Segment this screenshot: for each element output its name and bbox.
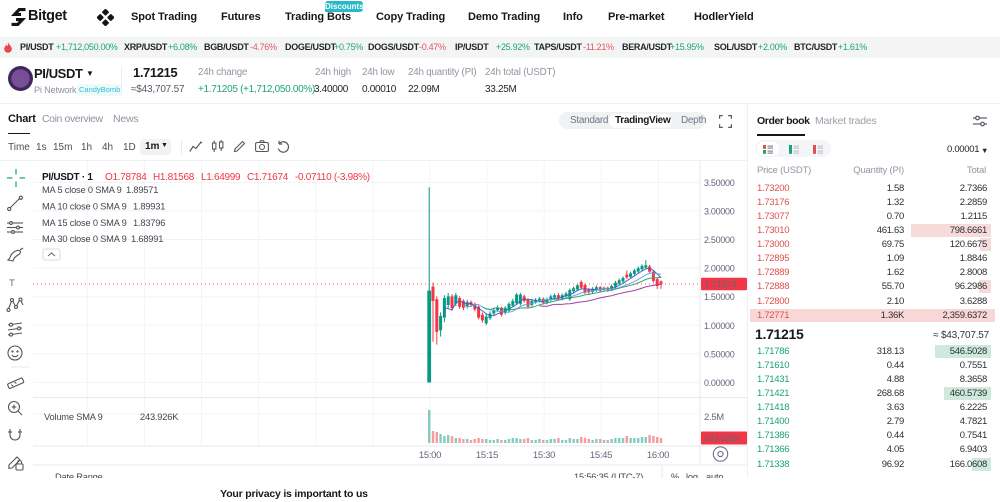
- svg-text:MA 10 close 0 SMA 9: MA 10 close 0 SMA 9: [42, 202, 127, 212]
- svg-text:15:00: 15:00: [419, 450, 441, 461]
- svg-text:%: %: [671, 472, 679, 478]
- svg-text:16:00: 16:00: [647, 450, 669, 461]
- svg-text:15:56:35 (UTC-7): 15:56:35 (UTC-7): [574, 472, 643, 478]
- svg-text:1.68991: 1.68991: [131, 234, 163, 244]
- svg-text:Date Range: Date Range: [55, 472, 103, 478]
- svg-text:auto: auto: [706, 472, 723, 478]
- svg-text:1.50000: 1.50000: [704, 292, 735, 302]
- svg-text:π: π: [17, 75, 25, 86]
- svg-text:Volume SMA 9: Volume SMA 9: [44, 412, 103, 422]
- svg-text:15:30: 15:30: [533, 450, 555, 461]
- svg-text:1.71674: 1.71674: [705, 280, 737, 291]
- svg-text:1.89931: 1.89931: [133, 202, 165, 212]
- svg-text:MA 5 close 0 SMA 9: MA 5 close 0 SMA 9: [42, 185, 122, 195]
- svg-text:243.926K: 243.926K: [704, 434, 740, 444]
- svg-text:15:45: 15:45: [590, 450, 612, 461]
- svg-text:3.00000: 3.00000: [704, 207, 735, 217]
- svg-text:log: log: [686, 472, 698, 478]
- svg-text:MA 30 close 0 SMA 9: MA 30 close 0 SMA 9: [42, 234, 127, 244]
- svg-text:2.00000: 2.00000: [704, 264, 735, 274]
- svg-text:3.50000: 3.50000: [704, 178, 735, 188]
- svg-text:0.00000: 0.00000: [704, 378, 735, 388]
- svg-text:1.83796: 1.83796: [133, 218, 165, 228]
- svg-text:MA 15 close 0 SMA 9: MA 15 close 0 SMA 9: [42, 218, 127, 228]
- svg-text:1.89571: 1.89571: [126, 185, 158, 195]
- svg-text:2.5M: 2.5M: [704, 412, 724, 423]
- svg-text:15:15: 15:15: [476, 450, 498, 461]
- svg-text:243.926K: 243.926K: [140, 412, 179, 422]
- svg-text:T: T: [9, 278, 15, 289]
- svg-text:0.50000: 0.50000: [704, 349, 735, 359]
- svg-text:1.00000: 1.00000: [704, 321, 735, 331]
- svg-text:2.50000: 2.50000: [704, 235, 735, 245]
